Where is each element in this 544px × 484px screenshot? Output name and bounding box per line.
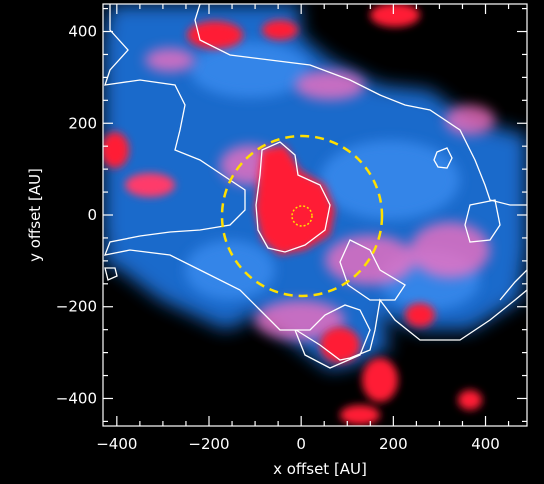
- contour-right-edge: [499, 269, 527, 301]
- contour-island-left: [104, 267, 118, 281]
- emission-image: [103, 4, 527, 425]
- contour-right-lobe: [464, 199, 501, 243]
- y-tick-label: 0: [87, 206, 97, 224]
- x-axis-label: x offset [AU]: [273, 460, 367, 478]
- y-axis-label: y offset [AU]: [26, 168, 44, 262]
- x-axis-ticks: −400 −200 0 200 400: [96, 4, 510, 453]
- y-axis-ticks: 400 200 0 −200 −400: [56, 7, 527, 423]
- inner-dotted-circle: [291, 205, 313, 227]
- y-tick-label: −400: [56, 389, 97, 407]
- x-tick-label: 400: [471, 435, 500, 453]
- contour-lower-right: [339, 239, 406, 301]
- x-tick-label: −200: [188, 435, 229, 453]
- contour-island-right: [433, 147, 453, 169]
- x-tick-label: −400: [96, 435, 137, 453]
- contour-top: [194, 4, 527, 206]
- contours: [103, 4, 527, 369]
- red-emission: [103, 4, 482, 425]
- x-tick-label: 200: [379, 435, 408, 453]
- contour-inner-blob: [255, 141, 331, 253]
- y-tick-label: 200: [68, 114, 97, 132]
- y-tick-label: −200: [56, 298, 97, 316]
- outer-dashed-circle: [220, 134, 384, 298]
- y-tick-label: 400: [68, 23, 97, 41]
- x-tick-label: 0: [296, 435, 306, 453]
